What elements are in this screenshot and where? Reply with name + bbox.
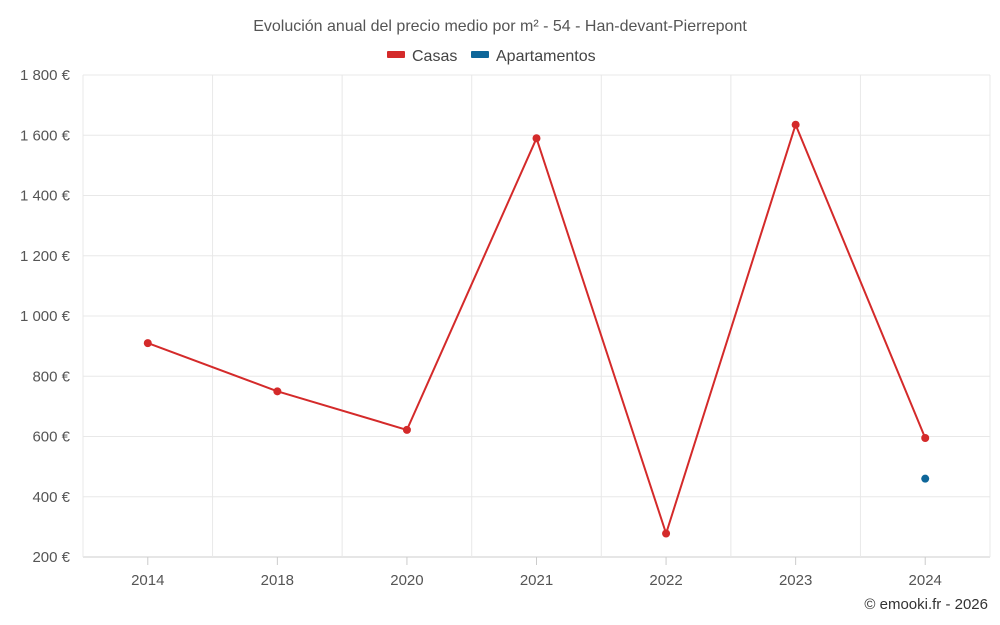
y-tick-label: 1 200 € <box>20 248 71 265</box>
legend-item-casas[interactable]: Casas <box>387 48 457 65</box>
y-tick-label: 800 € <box>32 368 70 385</box>
y-tick-label: 1 400 € <box>20 188 71 205</box>
chart-title: Evolución anual del precio medio por m² … <box>253 18 747 35</box>
data-point-casas[interactable] <box>273 387 282 396</box>
data-point-apartamentos[interactable] <box>921 474 930 483</box>
data-point-casas[interactable] <box>143 339 152 348</box>
data-point-casas[interactable] <box>791 120 800 129</box>
y-tick-label: 200 € <box>32 549 70 566</box>
x-tick-label: 2020 <box>390 572 423 589</box>
data-point-casas[interactable] <box>402 425 411 434</box>
data-point-casas[interactable] <box>921 434 930 443</box>
legend-swatch-casas <box>387 51 405 58</box>
data-point-casas[interactable] <box>532 134 541 143</box>
x-tick-label: 2021 <box>520 572 553 589</box>
legend-swatch-apartamentos <box>471 51 489 58</box>
x-tick-label: 2024 <box>909 572 942 589</box>
y-tick-label: 400 € <box>32 489 70 506</box>
data-point-casas[interactable] <box>662 529 671 538</box>
x-tick-label: 2018 <box>261 572 294 589</box>
x-tick-label: 2014 <box>131 572 164 589</box>
legend-label-apartamentos: Apartamentos <box>496 48 596 65</box>
series-line-casas <box>147 123 927 535</box>
plot-area: 200 € 400 € 600 € 800 € 1 000 € 1 200 € 1 400 … <box>20 67 991 589</box>
legend-item-apartamentos[interactable]: Apartamentos <box>471 48 596 65</box>
y-tick-label: 600 € <box>32 429 70 446</box>
legend: Casas Apartamentos <box>387 48 596 65</box>
y-tick-label: 1 000 € <box>20 308 71 325</box>
y-tick-label: 1 800 € <box>20 67 71 84</box>
y-tick-label: 1 600 € <box>20 127 71 144</box>
credit-text: © emooki.fr - 2026 <box>864 596 988 613</box>
legend-label-casas: Casas <box>412 48 457 65</box>
x-tick-label: 2022 <box>649 572 682 589</box>
x-tick-label: 2023 <box>779 572 812 589</box>
